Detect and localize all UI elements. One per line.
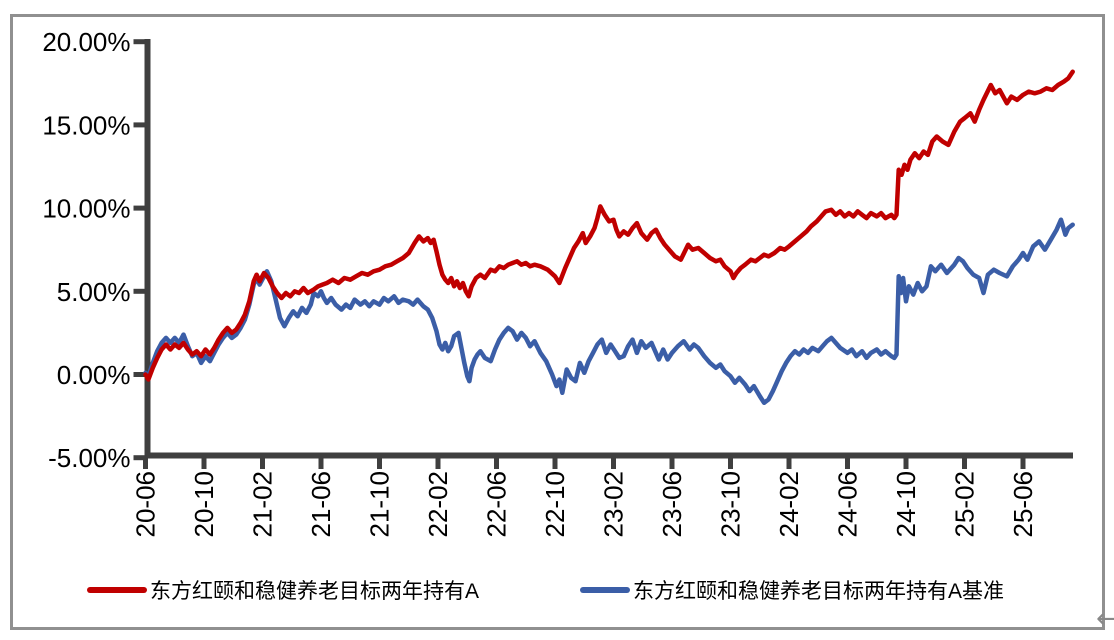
chart-frame-border: [10, 14, 1105, 630]
y-tick-label: 5.00%: [57, 277, 131, 307]
legend-label-fund: 东方红颐和稳健养老目标两年持有A: [150, 580, 480, 603]
x-tick-label: 21-10: [365, 471, 395, 538]
series-line-benchmark: [143, 217, 1075, 406]
legend-label-benchmark: 东方红颐和稳健养老目标两年持有A基准: [633, 580, 1005, 603]
legend-line-fund-icon: [87, 587, 147, 593]
mouse-cursor-arrow-icon: ←: [1096, 604, 1114, 634]
legend-item-benchmark: 东方红颐和稳健养老目标两年持有A基准: [580, 575, 1004, 605]
x-tick-label: 20-06: [131, 471, 161, 538]
y-tick-label: -5.00%: [48, 443, 130, 473]
legend-line-benchmark-icon: [580, 587, 631, 593]
y-tick-label: 10.00%: [42, 194, 130, 224]
legend-item-fund: 东方红颐和稳健养老目标两年持有A: [87, 575, 479, 605]
x-tick-label: 23-06: [657, 471, 687, 538]
x-tick-label: 22-10: [540, 471, 570, 538]
x-tick-label: 23-02: [599, 471, 629, 538]
x-tick-label: 23-10: [716, 471, 746, 538]
x-tick-label: 20-10: [189, 471, 219, 538]
x-tick-label: 24-10: [891, 471, 921, 538]
x-tick-label: 24-06: [833, 471, 863, 538]
x-tick-label: 21-02: [248, 471, 278, 538]
x-tick-label: 22-02: [423, 471, 453, 538]
series-line-fund: [143, 69, 1075, 382]
x-tick-label: 22-06: [482, 471, 512, 538]
y-tick-label: 20.00%: [42, 27, 130, 57]
x-tick-label: 21-06: [306, 471, 336, 538]
x-tick-label: 25-02: [950, 471, 980, 538]
y-tick-label: 15.00%: [42, 110, 130, 140]
legend: 东方红颐和稳健养老目标两年持有A 东方红颐和稳健养老目标两年持有A基准: [87, 576, 1004, 604]
y-tick-label: 0.00%: [57, 360, 131, 390]
x-tick-label: 24-02: [774, 471, 804, 538]
x-tick-label: 25-06: [1008, 471, 1038, 538]
